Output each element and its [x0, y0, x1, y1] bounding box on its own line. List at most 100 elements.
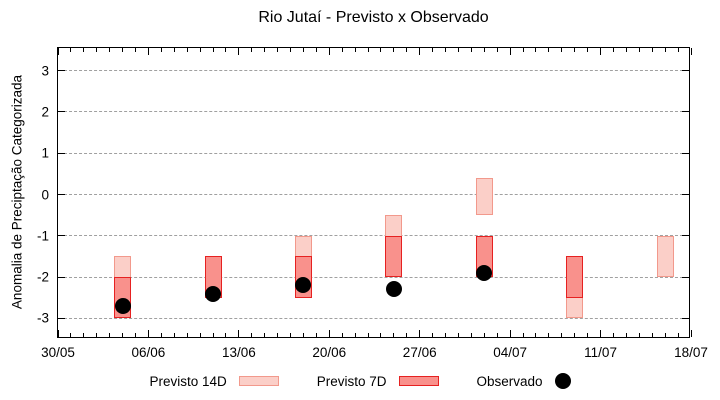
gridline — [59, 317, 688, 319]
gridline — [59, 276, 688, 278]
x-minor-tick — [212, 333, 214, 337]
x-major-tick — [690, 330, 692, 337]
x-minor-tick — [186, 48, 188, 52]
x-minor-tick — [341, 333, 343, 337]
x-minor-tick — [535, 48, 537, 52]
x-minor-tick — [406, 48, 408, 52]
x-minor-tick — [574, 333, 576, 337]
bar-previsto-7d — [385, 235, 403, 278]
x-minor-tick — [664, 48, 666, 52]
x-minor-tick — [315, 48, 317, 52]
gridline — [59, 194, 688, 196]
x-minor-tick — [561, 333, 563, 337]
x-minor-tick — [548, 333, 550, 337]
x-minor-tick — [638, 48, 640, 52]
plot-area: 30/05 06/06 13/06 20/06 27/06 04/07 11/07 18/07… — [37, 47, 708, 360]
y-tick — [682, 194, 689, 196]
x-tick-label: 04/07 — [493, 345, 528, 360]
x-minor-tick — [548, 48, 550, 52]
x-minor-tick — [70, 48, 72, 52]
y-tick — [58, 111, 65, 113]
x-tick-label: 27/06 — [402, 345, 437, 360]
y-tick — [682, 70, 689, 72]
x-minor-tick — [432, 48, 434, 52]
x-minor-tick — [483, 333, 485, 337]
x-tick-label: 18/07 — [674, 345, 708, 360]
x-major-tick — [238, 330, 240, 337]
x-major-tick — [328, 48, 330, 55]
x-minor-tick — [354, 48, 356, 52]
x-minor-tick — [612, 48, 614, 52]
x-minor-tick — [587, 48, 589, 52]
x-minor-tick — [393, 333, 395, 337]
y-tick-label: 2 — [41, 104, 49, 120]
x-major-tick — [147, 330, 149, 337]
x-minor-tick — [70, 333, 72, 337]
x-minor-tick — [496, 333, 498, 337]
x-minor-tick — [445, 48, 447, 52]
x-minor-tick — [367, 333, 369, 337]
observado-dot — [205, 285, 222, 302]
chart-title: Rio Jutaí - Previsto x Observado — [258, 9, 489, 26]
x-minor-tick — [574, 48, 576, 52]
x-minor-tick — [199, 333, 201, 337]
x-minor-tick — [251, 48, 253, 52]
x-minor-tick — [315, 333, 317, 337]
x-minor-tick — [83, 333, 85, 337]
y-tick — [682, 152, 689, 154]
x-major-tick — [147, 48, 149, 55]
x-minor-tick — [445, 333, 447, 337]
x-major-tick — [328, 330, 330, 337]
y-tick-label: 3 — [41, 63, 49, 79]
x-minor-tick — [173, 48, 175, 52]
x-tick-label: 30/05 — [41, 345, 75, 360]
y-tick — [58, 276, 65, 278]
observado-dot — [476, 264, 493, 281]
legend-label: Previsto 7D — [316, 373, 387, 389]
x-major-tick — [509, 48, 511, 55]
x-minor-tick — [302, 333, 304, 337]
x-minor-tick — [225, 333, 227, 337]
y-tick-label: 1 — [41, 145, 49, 161]
previsto-14d-swatch — [238, 376, 279, 386]
x-minor-tick — [432, 333, 434, 337]
bar-previsto-14d — [656, 235, 674, 278]
y-tick — [682, 317, 689, 319]
x-minor-tick — [677, 48, 679, 52]
x-minor-tick — [406, 333, 408, 337]
x-minor-tick — [354, 333, 356, 337]
x-minor-tick — [470, 333, 472, 337]
x-minor-tick — [457, 333, 459, 337]
x-minor-tick — [277, 48, 279, 52]
y-tick — [58, 152, 65, 154]
x-minor-tick — [457, 48, 459, 52]
x-minor-tick — [212, 48, 214, 52]
y-tick-label: -2 — [36, 269, 49, 285]
legend-item-previsto-14d: Previsto 14D — [149, 373, 279, 389]
x-minor-tick — [393, 48, 395, 52]
x-major-tick — [690, 48, 692, 55]
x-minor-tick — [470, 48, 472, 52]
bar-previsto-14d — [475, 178, 493, 216]
x-minor-tick — [173, 333, 175, 337]
legend: Previsto 14D Previsto 7D Observado — [0, 373, 720, 389]
gridline — [59, 70, 688, 72]
gridline — [59, 152, 688, 154]
x-major-tick — [419, 330, 421, 337]
x-minor-tick — [522, 48, 524, 52]
bar-previsto-7d — [566, 256, 584, 298]
x-minor-tick — [122, 333, 124, 337]
y-tick — [58, 194, 65, 196]
y-tick — [58, 70, 65, 72]
x-minor-tick — [367, 48, 369, 52]
legend-label: Previsto 14D — [149, 373, 227, 389]
x-minor-tick — [638, 333, 640, 337]
gridline — [59, 235, 688, 237]
y-tick — [682, 111, 689, 113]
x-minor-tick — [535, 333, 537, 337]
legend-item-previsto-7d: Previsto 7D — [317, 374, 439, 389]
x-minor-tick — [122, 48, 124, 52]
y-tick — [58, 235, 65, 237]
observado-swatch — [554, 373, 571, 389]
x-minor-tick — [96, 333, 98, 337]
